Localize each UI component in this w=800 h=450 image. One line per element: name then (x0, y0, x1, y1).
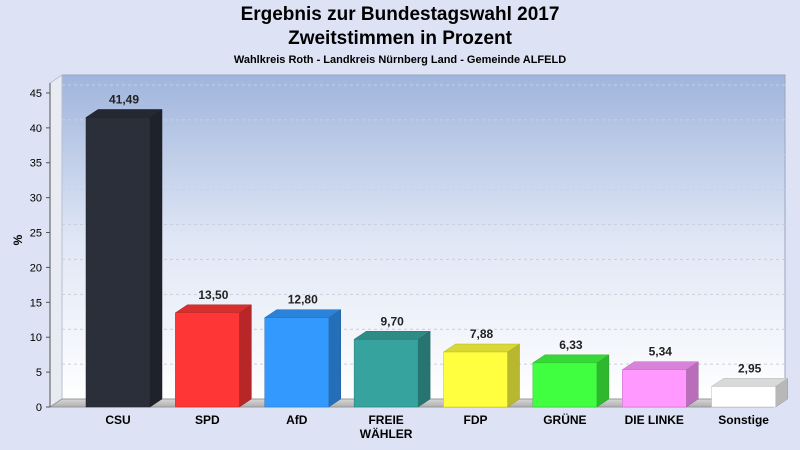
data-label: 7,88 (470, 327, 494, 341)
y-tick-label: 15 (30, 297, 42, 309)
y-tick-label: 5 (36, 367, 42, 379)
bar-side (149, 108, 163, 408)
bar-front (622, 369, 687, 408)
bar-fdp (442, 343, 521, 408)
x-tick-label: Sonstige (718, 413, 769, 427)
y-tick-label: 20 (30, 262, 42, 274)
bar-top (263, 309, 342, 318)
bar-side (417, 330, 431, 408)
bar-side (596, 354, 610, 408)
data-label: 5,34 (649, 345, 673, 359)
bar-front (443, 351, 508, 408)
chart-caption: Wahlkreis Roth - Landkreis Nürnberg Land… (233, 54, 567, 66)
y-tick-label: 10 (30, 332, 42, 344)
y-tick-label: 30 (30, 193, 42, 205)
bar-front (85, 117, 151, 408)
y-tick-label: 25 (30, 228, 42, 240)
bar-top (353, 331, 431, 340)
x-tick-label: GRÜNE (543, 412, 586, 427)
data-label: 12,80 (288, 293, 318, 307)
data-label: 2,95 (738, 361, 762, 375)
bar-csu (85, 108, 163, 408)
x-tick-label: FDP (464, 413, 488, 427)
bar-freie-wähler (353, 330, 431, 408)
bar-front (175, 312, 240, 408)
y-tick-label: 45 (30, 88, 42, 100)
bar-spd (174, 304, 253, 408)
x-tick-label: DIE LINKE (625, 413, 684, 427)
y-tick-label: 0 (36, 402, 42, 414)
bar-afd (263, 309, 342, 408)
bar-top (621, 361, 700, 370)
data-label: 41,49 (109, 92, 139, 106)
bar-front (264, 317, 329, 408)
bar-die-linke (621, 361, 700, 408)
x-tick-label: SPD (195, 413, 220, 427)
y-axis-title: % (11, 234, 25, 245)
bar-top (442, 343, 521, 353)
bar-top (85, 109, 163, 118)
bar-side (239, 304, 252, 408)
data-label: 13,50 (198, 288, 228, 302)
x-tick-label: FREIE (368, 413, 403, 427)
x-tick-label: CSU (105, 413, 130, 427)
bar-front (532, 362, 598, 408)
x-tick-label: WÄHLER (360, 426, 413, 441)
bar-top (710, 378, 789, 387)
plot-side-wall (49, 74, 63, 408)
bar-side (507, 343, 520, 408)
bar-sonstige (710, 377, 789, 408)
bar-top (532, 354, 610, 364)
bar-grüne (532, 354, 610, 408)
chart-subtitle: Zweitstimmen in Prozent (288, 28, 512, 49)
bar-side (328, 309, 341, 408)
bar-top (174, 304, 253, 314)
y-tick-label: 35 (30, 158, 42, 170)
x-tick-label: AfD (286, 413, 308, 427)
bar-front (353, 339, 419, 408)
bar-front (711, 386, 776, 408)
data-label: 6,33 (559, 338, 583, 352)
chart-title: Ergebnis zur Bundestagswahl 2017 (240, 4, 560, 25)
y-tick-label: 40 (30, 123, 42, 135)
data-label: 9,70 (380, 314, 404, 328)
